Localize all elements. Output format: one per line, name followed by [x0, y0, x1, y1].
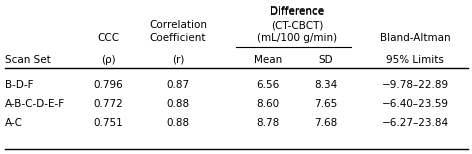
Text: (CT-CBCT): (CT-CBCT)	[271, 20, 323, 30]
Text: (r): (r)	[172, 55, 184, 65]
Text: Mean: Mean	[254, 55, 282, 65]
Text: 8.60: 8.60	[256, 99, 279, 109]
Text: 0.772: 0.772	[93, 99, 123, 109]
Text: 7.68: 7.68	[314, 118, 337, 128]
Text: 8.34: 8.34	[314, 80, 337, 90]
Text: −6.40–23.59: −6.40–23.59	[381, 99, 448, 109]
Text: Scan Set: Scan Set	[5, 55, 51, 65]
Text: 7.65: 7.65	[314, 99, 337, 109]
Text: (mL/100 g/min): (mL/100 g/min)	[257, 33, 337, 43]
Text: Correlation: Correlation	[149, 20, 207, 30]
Text: A-B-C-D-E-F: A-B-C-D-E-F	[5, 99, 65, 109]
Text: 0.88: 0.88	[167, 118, 190, 128]
Text: A-C: A-C	[5, 118, 23, 128]
Text: −6.27–23.84: −6.27–23.84	[381, 118, 448, 128]
Text: 8.78: 8.78	[256, 118, 279, 128]
Text: 0.87: 0.87	[167, 80, 190, 90]
Text: Coefficient: Coefficient	[150, 33, 206, 43]
Text: B-D-F: B-D-F	[5, 80, 34, 90]
Text: −9.78–22.89: −9.78–22.89	[381, 80, 448, 90]
Text: Difference: Difference	[270, 7, 324, 17]
Text: 0.796: 0.796	[93, 80, 123, 90]
Text: CCC: CCC	[97, 33, 119, 43]
Text: Difference: Difference	[270, 6, 324, 16]
Text: Bland-Altman: Bland-Altman	[379, 33, 450, 43]
Text: 0.751: 0.751	[93, 118, 123, 128]
Text: 6.56: 6.56	[256, 80, 279, 90]
Text: (ρ): (ρ)	[101, 55, 115, 65]
Text: 95% Limits: 95% Limits	[386, 55, 444, 65]
Text: SD: SD	[319, 55, 333, 65]
Text: 0.88: 0.88	[167, 99, 190, 109]
